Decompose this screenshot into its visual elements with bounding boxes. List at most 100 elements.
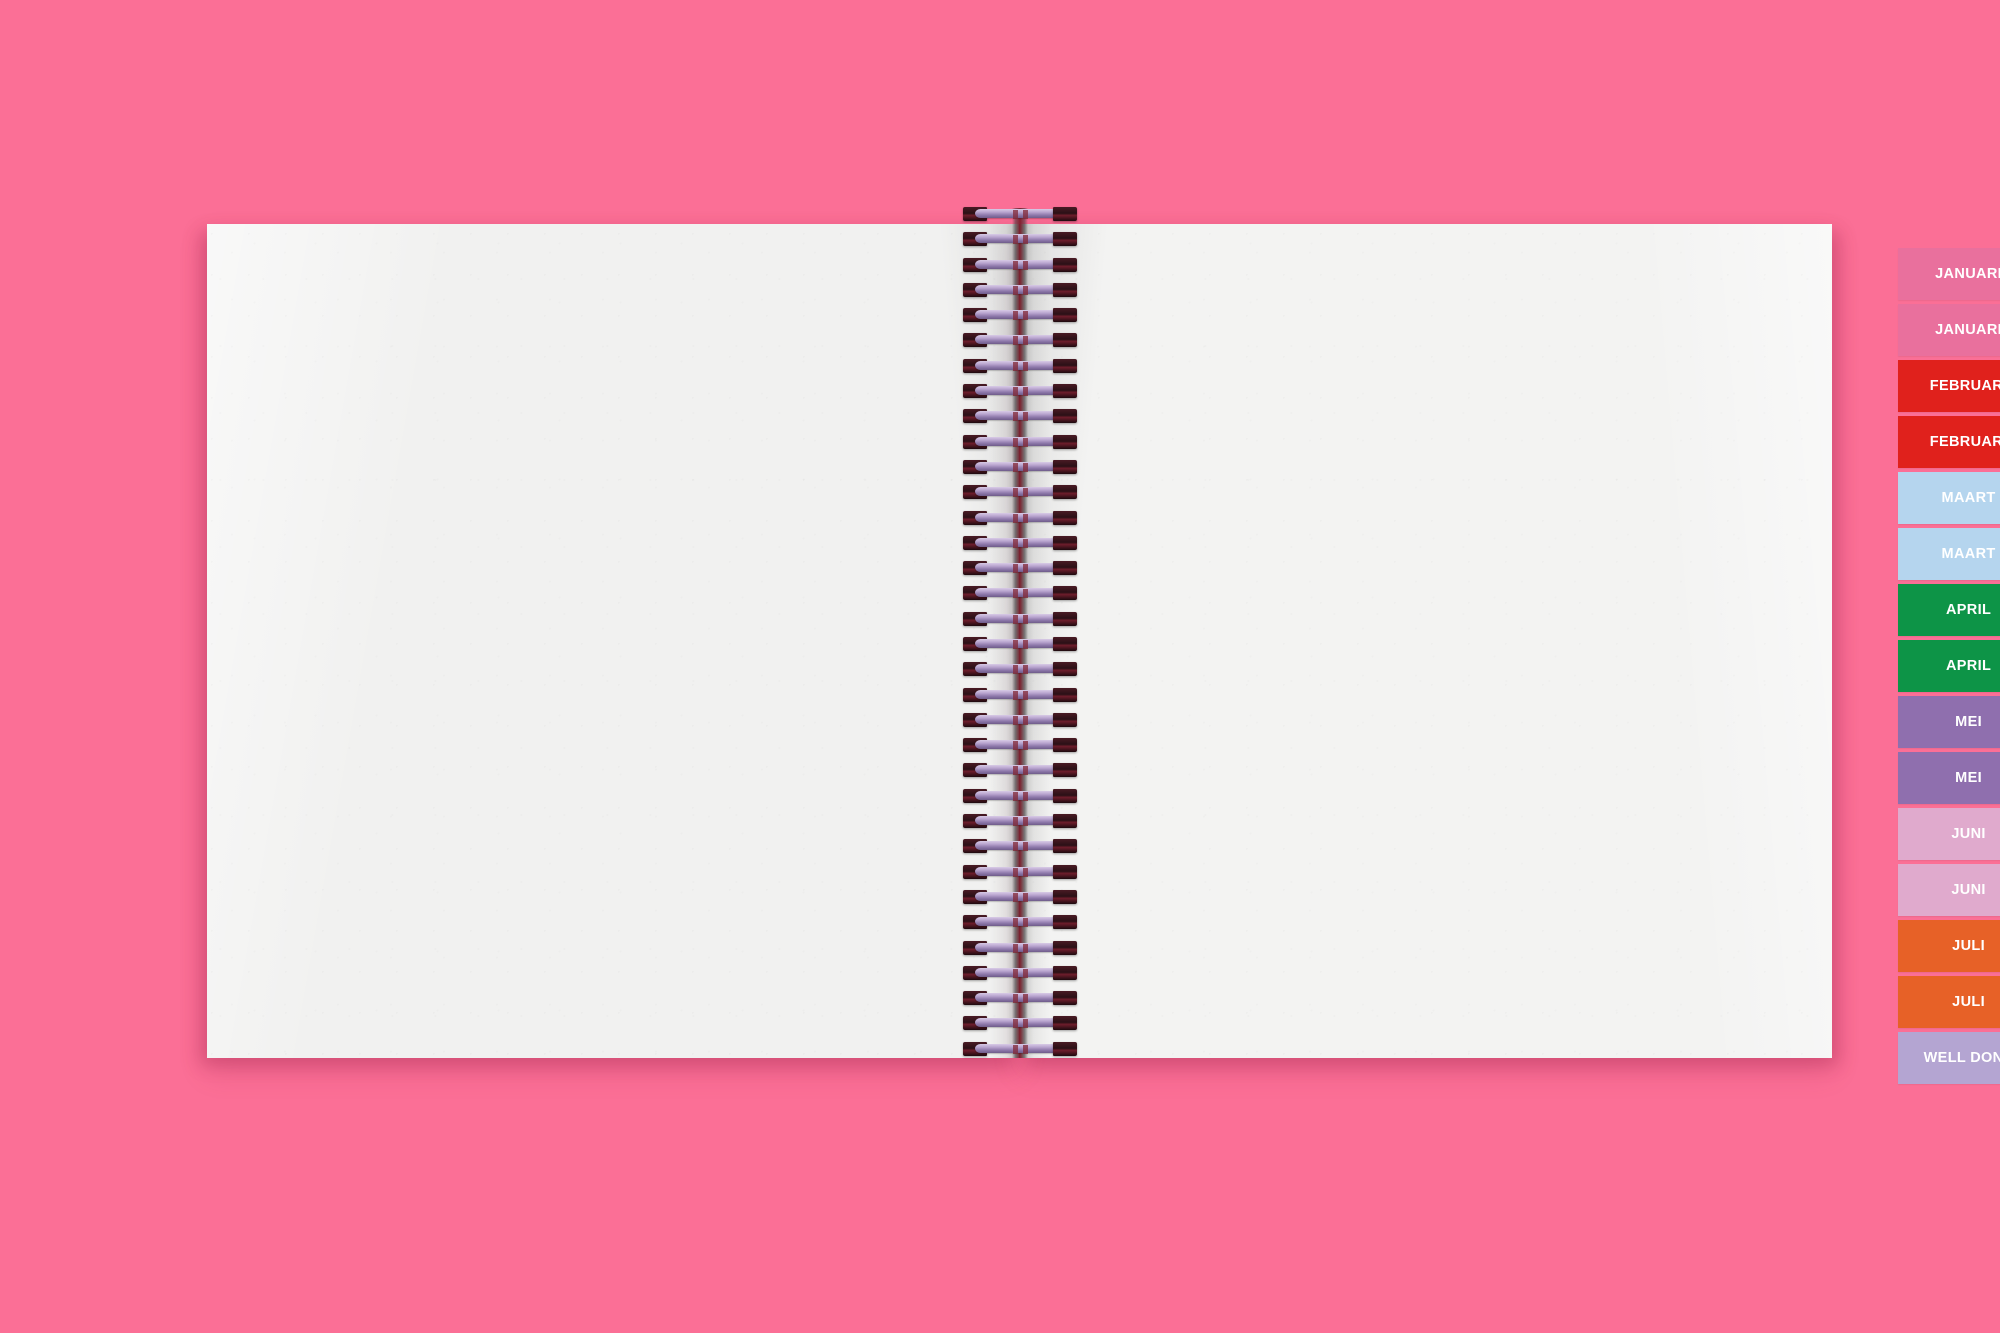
spiral-ring-tip-right — [1053, 738, 1077, 753]
sticker-juni[interactable]: JUNI — [1898, 808, 2000, 860]
spiral-ring — [963, 561, 1077, 576]
spiral-ring-tip-right — [1053, 915, 1077, 930]
spiral-ring-tip-right — [1053, 232, 1077, 247]
spiral-punch-hole — [1013, 564, 1018, 574]
spiral-punch-hole — [1023, 1019, 1028, 1029]
spiral-ring — [963, 889, 1077, 905]
spiral-ring-wire — [975, 639, 1065, 648]
spiral-ring-wire — [975, 411, 1065, 421]
spiral-punch-hole — [1023, 614, 1028, 624]
sticker-juli[interactable]: JULI — [1898, 920, 2000, 972]
spiral-ring-wire — [975, 1018, 1065, 1028]
spiral-ring-wire — [975, 284, 1065, 294]
spiral-ring-wire — [975, 993, 1065, 1003]
spiral-punch-hole — [1023, 665, 1028, 675]
spiral-ring-wire — [975, 588, 1065, 598]
spiral-ring — [963, 308, 1077, 323]
sticker-mei[interactable]: MEI — [1898, 696, 2000, 748]
spiral-ring — [963, 1016, 1077, 1031]
spiral-ring-wire — [975, 310, 1065, 320]
spiral-ring-tip-right — [1053, 839, 1077, 854]
spiral-punch-hole — [1023, 715, 1028, 725]
spiral-ring-tip-right — [1053, 207, 1077, 221]
spiral-punch-hole — [1023, 589, 1028, 599]
spiral-ring-tip-right — [1053, 384, 1077, 399]
spiral-punch-hole — [1013, 640, 1018, 649]
spiral-punch-hole — [1023, 791, 1028, 801]
sticker-januari[interactable]: JANUARI — [1898, 304, 2000, 356]
sticker-juni[interactable]: JUNI — [1898, 864, 2000, 916]
spiral-punch-hole — [1023, 564, 1028, 574]
spiral-ring — [963, 738, 1077, 753]
spiral-ring-wire — [975, 259, 1065, 269]
spiral-ring — [963, 586, 1077, 601]
sticker-mei[interactable]: MEI — [1898, 752, 2000, 804]
spiral-punch-hole — [1013, 488, 1018, 498]
spiral-punch-hole — [1023, 361, 1028, 371]
spiral-punch-hole — [1013, 791, 1018, 801]
spiral-ring-tip-right — [1053, 308, 1077, 323]
spiral-ring — [963, 637, 1077, 652]
sticker-januari[interactable]: JANUARI — [1898, 248, 2000, 300]
spiral-ring-wire — [975, 891, 1065, 901]
spiral-punch-hole — [1023, 437, 1028, 447]
spiral-punch-hole — [1013, 311, 1018, 321]
spiral-punch-hole — [1013, 462, 1018, 472]
spiral-punch-hole — [1013, 842, 1018, 852]
spiral-punch-hole — [1023, 488, 1028, 498]
spiral-ring-tip-right — [1053, 662, 1077, 677]
sticker-juli[interactable]: JULI — [1898, 976, 2000, 1028]
spiral-punch-hole — [1013, 235, 1018, 245]
sticker-grid: JANUARIJANUARIAUGUSTUSAUGUSTUSINSPIRINGJ… — [1898, 248, 2000, 1084]
spiral-ring-wire — [975, 816, 1065, 826]
spiral-ring-wire — [975, 917, 1065, 927]
spiral-ring — [963, 333, 1077, 348]
spiral-ring-tip-right — [1053, 611, 1077, 626]
spiral-ring — [963, 282, 1077, 298]
spiral-punch-hole — [1023, 817, 1028, 827]
spiral-ring-wire — [975, 613, 1065, 623]
left-page-blank[interactable] — [207, 224, 1019, 1058]
spiral-ring-tip-right — [1053, 282, 1077, 297]
spiral-punch-hole — [1023, 892, 1028, 902]
spiral-ring-wire — [975, 866, 1065, 876]
spiral-ring — [963, 940, 1077, 956]
spiral-ring-tip-right — [1053, 889, 1077, 904]
spiral-punch-hole — [1013, 412, 1018, 422]
spiral-ring-tip-right — [1053, 687, 1077, 702]
sticker-april[interactable]: APRIL — [1898, 640, 2000, 692]
spiral-punch-hole — [1013, 336, 1018, 346]
spiral-ring — [963, 1041, 1077, 1057]
spiral-ring-tip-right — [1053, 1041, 1077, 1056]
spiral-ring-wire — [975, 689, 1065, 699]
sticker-februari[interactable]: FEBRUARI — [1898, 416, 2000, 468]
spiral-ring-wire — [975, 664, 1065, 674]
spiral-ring — [963, 687, 1077, 703]
spiral-ring-tip-right — [1053, 510, 1077, 525]
spiral-ring — [963, 864, 1077, 880]
spiral-ring-tip-right — [1053, 991, 1077, 1006]
spiral-punch-hole — [1013, 614, 1018, 624]
spiral-punch-hole — [1023, 842, 1028, 852]
spiral-punch-hole — [1023, 1044, 1028, 1054]
spiral-ring-wire — [975, 740, 1065, 750]
spiral-punch-hole — [1023, 513, 1028, 523]
right-page-sticker-sheet[interactable]: JANUARIJANUARIAUGUSTUSAUGUSTUSINSPIRINGJ… — [1020, 224, 2000, 1084]
spiral-punch-hole — [1013, 968, 1018, 978]
sticker-februari[interactable]: FEBRUARI — [1898, 360, 2000, 412]
spiral-ring — [963, 409, 1077, 424]
spiral-punch-hole — [1023, 387, 1028, 397]
sticker-well-done[interactable]: WELL DONE — [1898, 1032, 2000, 1084]
sticker-maart[interactable]: MAART — [1898, 472, 2000, 524]
spiral-punch-hole — [1023, 918, 1028, 928]
spiral-ring-wire — [975, 234, 1065, 244]
sticker-april[interactable]: APRIL — [1898, 584, 2000, 636]
spiral-punch-hole — [1013, 817, 1018, 827]
sticker-maart[interactable]: MAART — [1898, 528, 2000, 580]
spiral-punch-hole — [1023, 462, 1028, 472]
spiral-ring — [963, 384, 1077, 399]
spiral-punch-hole — [1013, 918, 1018, 928]
spiral-punch-hole — [1013, 361, 1018, 371]
spiral-punch-hole — [1023, 867, 1028, 877]
